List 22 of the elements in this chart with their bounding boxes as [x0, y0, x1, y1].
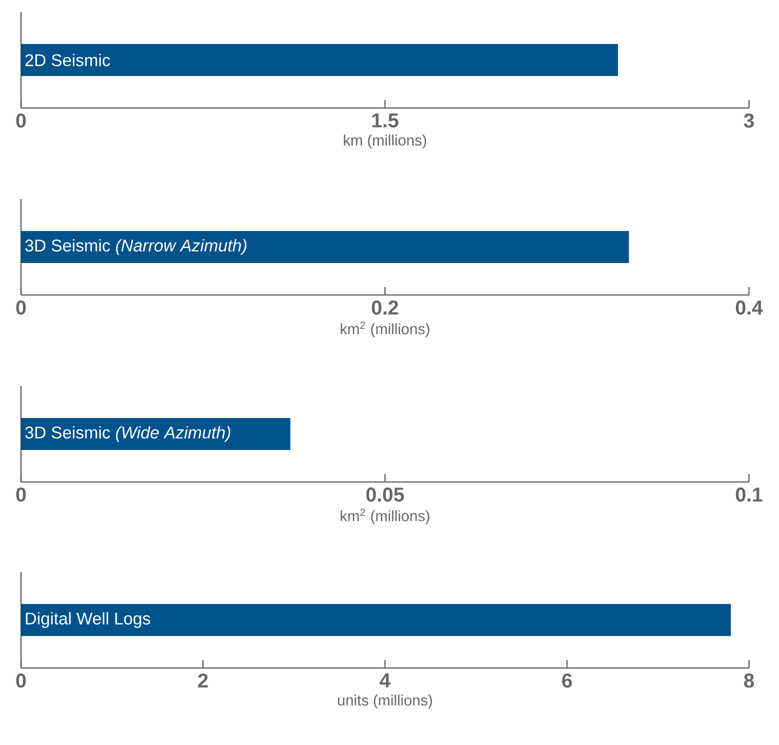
x-tick-label: 0.2	[372, 300, 398, 315]
x-tick-label: 0	[16, 488, 26, 502]
x-axis-title: km$^{2}$ (millions)	[340, 322, 430, 338]
x-tick-label: 4	[380, 674, 390, 688]
x-tick-label: 6	[562, 674, 572, 688]
x-tick-label: 1.5	[372, 114, 398, 128]
y-tick-label: 3D Seismic (Narrow Azimuth)	[25, 239, 246, 255]
y-tick-label: 2D Seismic	[25, 54, 110, 66]
x-axis-title: km (millions)	[344, 134, 426, 149]
x-axis-title: units (millions)	[338, 694, 432, 709]
y-tick-label: 3D Seismic (Wide Azimuth)	[25, 426, 230, 442]
x-tick-label: 0	[16, 674, 26, 688]
x-tick-label: 2	[198, 674, 208, 688]
y-tick-label: Digital Well Logs	[26, 612, 150, 628]
x-tick-label: 0	[16, 114, 26, 128]
x-tick-label: 0.05	[366, 488, 404, 502]
x-tick-label: 0.1	[736, 488, 762, 502]
x-axis-title: km$^{2}$ (millions)	[340, 508, 430, 524]
x-tick-label: 0.4	[736, 300, 763, 315]
x-tick-label: 3	[744, 114, 754, 128]
x-tick-label: 8	[744, 674, 754, 688]
x-tick-label: 0	[16, 300, 26, 315]
